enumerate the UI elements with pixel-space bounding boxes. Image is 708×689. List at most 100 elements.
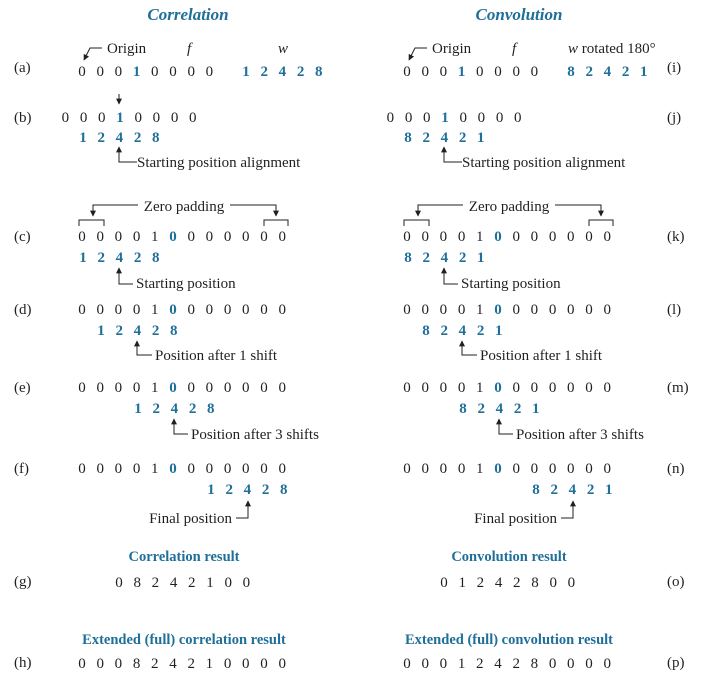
conv-e-f-4: 1 xyxy=(476,380,484,396)
corr-c-f-7: 0 xyxy=(206,229,214,245)
conv-d-f-2: 0 xyxy=(440,302,448,318)
conv-a-f-1: 0 xyxy=(421,64,429,80)
corr-f-f-4: 1 xyxy=(151,461,159,477)
full-convolution-result-value-3: 1 xyxy=(458,656,466,672)
corr-c-f-11: 0 xyxy=(278,229,286,245)
conv-f-label: f xyxy=(512,41,518,57)
conv-d-f-4: 1 xyxy=(476,302,484,318)
conv-a-f-6: 0 xyxy=(512,64,520,80)
full-convolution-result-value-4: 2 xyxy=(476,656,484,672)
full-correlation-result-value-9: 0 xyxy=(242,656,250,672)
conv-b-w-1: 2 xyxy=(422,130,430,146)
conv-c-w-1: 2 xyxy=(422,250,430,266)
conv-b-w-4: 1 xyxy=(477,130,485,146)
correlation-result-value-3: 4 xyxy=(170,575,178,591)
conv-c-annotation: Starting position xyxy=(461,276,561,292)
convolution-result-value-1: 1 xyxy=(458,575,466,591)
conv-a-w-1: 2 xyxy=(585,64,593,80)
corr-f-f-3: 0 xyxy=(133,461,141,477)
conv-e-f-0: 0 xyxy=(403,380,411,396)
corr-f-annotation: Final position xyxy=(149,511,232,527)
corr-a-f-0: 0 xyxy=(78,64,86,80)
convolution-result-title: Convolution result xyxy=(451,549,567,565)
corr-f-f-1: 0 xyxy=(96,461,104,477)
conv-f-f-4: 1 xyxy=(476,461,484,477)
conv-f-f-2: 0 xyxy=(440,461,448,477)
conv-b-f-3: 1 xyxy=(441,110,449,126)
conv-e-f-9: 0 xyxy=(567,380,575,396)
conv-d-f-8: 0 xyxy=(549,302,557,318)
conv-b-f-5: 0 xyxy=(478,110,486,126)
conv-a-f-4: 0 xyxy=(476,64,484,80)
corr-d-f-4: 1 xyxy=(151,302,159,318)
conv-c-f-11: 0 xyxy=(603,229,611,245)
conv-f-f-11: 0 xyxy=(603,461,611,477)
row-label-n: (n) xyxy=(667,461,685,477)
correlation-title: Correlation xyxy=(147,5,228,24)
convolution-result-value-6: 0 xyxy=(549,575,557,591)
row-label-h: (h) xyxy=(14,655,32,671)
conv-c-bracket-left xyxy=(403,219,430,226)
corr-b-f-1: 0 xyxy=(80,110,88,126)
conv-f-f-6: 0 xyxy=(512,461,520,477)
full-correlation-result-value-11: 0 xyxy=(278,656,286,672)
conv-f-f-1: 0 xyxy=(421,461,429,477)
corr-b-f-0: 0 xyxy=(62,110,70,126)
full-correlation-result-value-10: 0 xyxy=(260,656,268,672)
corr-e-w-1: 2 xyxy=(152,401,160,417)
full-correlation-result-value-1: 0 xyxy=(96,656,104,672)
corr-c-w-4: 8 xyxy=(152,250,160,266)
conv-c-w-3: 2 xyxy=(459,250,467,266)
convolution-title: Convolution xyxy=(476,5,563,24)
conv-e-f-2: 0 xyxy=(440,380,448,396)
corr-d-w-0: 1 xyxy=(97,323,105,339)
corr-c-zp-right-arrow xyxy=(230,204,279,217)
conv-f-f-5: 0 xyxy=(494,461,502,477)
conv-c-f-1: 0 xyxy=(421,229,429,245)
corr-a-f-5: 0 xyxy=(169,64,177,80)
corr-e-w-2: 4 xyxy=(171,401,179,417)
conv-c-f-7: 0 xyxy=(531,229,539,245)
corr-a-w-3: 2 xyxy=(297,64,305,80)
conv-d-f-10: 0 xyxy=(585,302,593,318)
corr-f-label: f xyxy=(187,41,193,57)
corr-f-f-5: 0 xyxy=(169,461,177,477)
corr-c-f-9: 0 xyxy=(242,229,250,245)
corr-f-f-11: 0 xyxy=(278,461,286,477)
conv-c-f-8: 0 xyxy=(549,229,557,245)
corr-c-annotation: Starting position xyxy=(136,276,236,292)
conv-origin-label: Origin xyxy=(432,41,472,57)
corr-c-w-0: 1 xyxy=(79,250,87,266)
conv-f-f-10: 0 xyxy=(585,461,593,477)
conv-d-f-11: 0 xyxy=(603,302,611,318)
row-label-p: (p) xyxy=(667,655,685,671)
conv-c-f-0: 0 xyxy=(403,229,411,245)
conv-e-w-4: 1 xyxy=(532,401,540,417)
corr-d-f-11: 0 xyxy=(278,302,286,318)
conv-d-f-6: 0 xyxy=(512,302,520,318)
full-correlation-result-value-8: 0 xyxy=(224,656,232,672)
conv-c-w-2: 4 xyxy=(441,250,449,266)
convolution-result-value-7: 0 xyxy=(568,575,576,591)
full-correlation-result-value-6: 2 xyxy=(187,656,195,672)
full-convolution-result-value-5: 4 xyxy=(494,656,502,672)
corr-d-annotation: Position after 1 shift xyxy=(155,348,278,364)
corr-w-label: w xyxy=(278,41,288,57)
corr-f-pointer xyxy=(236,500,251,519)
corr-e-f-6: 0 xyxy=(187,380,195,396)
corr-f-w-3: 2 xyxy=(262,482,270,498)
conv-b-f-4: 0 xyxy=(459,110,467,126)
corr-d-w-2: 4 xyxy=(134,323,142,339)
corr-d-w-4: 8 xyxy=(170,323,178,339)
corr-f-w-1: 2 xyxy=(225,482,233,498)
corr-e-f-11: 0 xyxy=(278,380,286,396)
row-label-f: (f) xyxy=(14,461,29,477)
corr-d-f-8: 0 xyxy=(224,302,232,318)
conv-f-w-3: 2 xyxy=(587,482,595,498)
corr-d-f-9: 0 xyxy=(242,302,250,318)
full-convolution-result-value-11: 0 xyxy=(603,656,611,672)
convolution-result-value-4: 2 xyxy=(513,575,521,591)
corr-a-f-6: 0 xyxy=(187,64,195,80)
corr-f-f-9: 0 xyxy=(242,461,250,477)
correlation-result-value-7: 0 xyxy=(243,575,251,591)
